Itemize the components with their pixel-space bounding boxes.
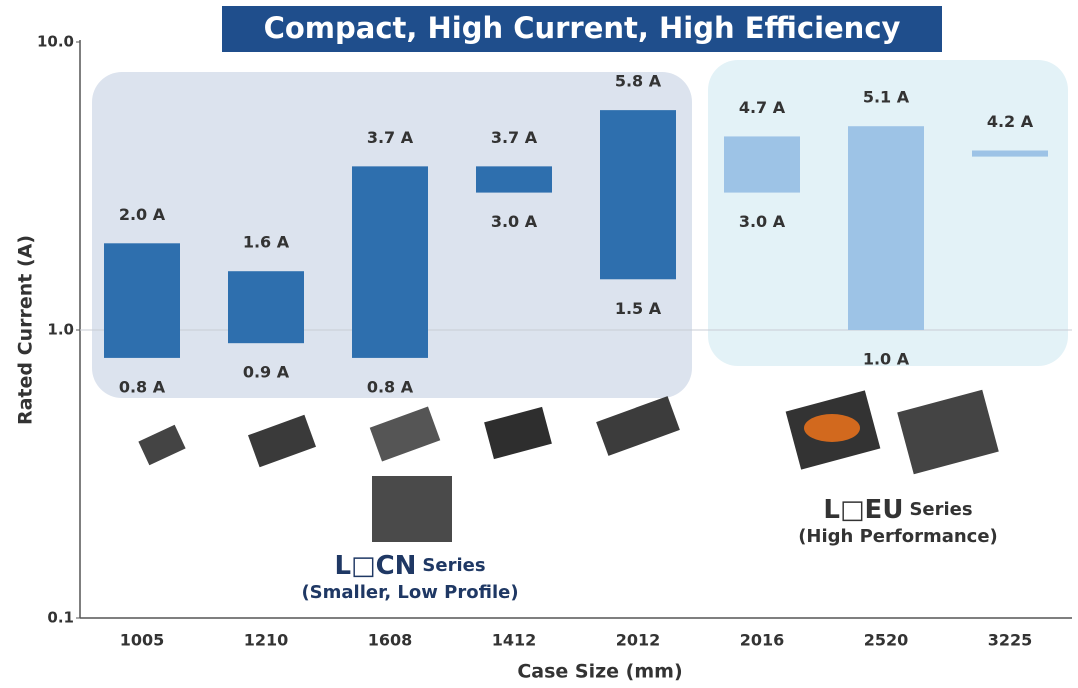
bar [848, 126, 924, 330]
group-label: L□CN Series [334, 551, 485, 581]
value-label: 2.0 A [119, 205, 166, 224]
value-label: 1.0 A [863, 350, 910, 369]
bar [600, 110, 676, 279]
x-tick-label: 1005 [120, 631, 165, 650]
value-label: 4.7 A [739, 98, 786, 117]
x-tick-label: 3225 [988, 631, 1033, 650]
value-label: 5.1 A [863, 88, 910, 107]
value-label: 1.5 A [615, 299, 662, 318]
y-tick-label: 10.0 [37, 33, 74, 51]
x-tick-label: 2012 [616, 631, 661, 650]
x-tick-label: 2016 [740, 631, 785, 650]
value-label: 0.8 A [119, 377, 166, 396]
value-label: 3.7 A [367, 128, 414, 147]
value-label: 0.9 A [243, 363, 290, 382]
bar [724, 136, 800, 192]
x-tick-label: 1608 [368, 631, 413, 650]
value-label: 1.6 A [243, 233, 290, 252]
bar [228, 271, 304, 343]
group-name: L□EU [823, 495, 903, 525]
chart: Compact, High Current, High Efficiency R… [0, 0, 1078, 688]
y-tick-label: 0.1 [47, 609, 74, 627]
value-label: 4.2 A [987, 112, 1034, 131]
value-label: 3.0 A [491, 212, 538, 231]
group-subtitle: (High Performance) [798, 526, 998, 547]
value-label: 5.8 A [615, 72, 662, 91]
value-label: 0.8 A [367, 377, 414, 396]
x-axis-title: Case Size (mm) [517, 661, 682, 683]
group-label: L□EU Series [823, 495, 972, 525]
y-tick-label: 1.0 [47, 321, 74, 339]
x-tick-label: 1412 [492, 631, 537, 650]
bar [476, 166, 552, 192]
value-label: 3.7 A [491, 128, 538, 147]
bar [352, 166, 428, 358]
group-name: L□CN [334, 551, 416, 581]
bar [972, 151, 1048, 157]
bar [104, 243, 180, 358]
value-label: 3.0 A [739, 212, 786, 231]
chart-title: Compact, High Current, High Efficiency [264, 11, 901, 45]
y-axis-title: Rated Current (A) [15, 235, 37, 425]
group-subtitle: (Smaller, Low Profile) [301, 582, 518, 603]
group-suffix: Series [909, 499, 972, 520]
x-tick-label: 1210 [244, 631, 289, 650]
group-suffix: Series [422, 555, 485, 576]
x-tick-label: 2520 [864, 631, 909, 650]
